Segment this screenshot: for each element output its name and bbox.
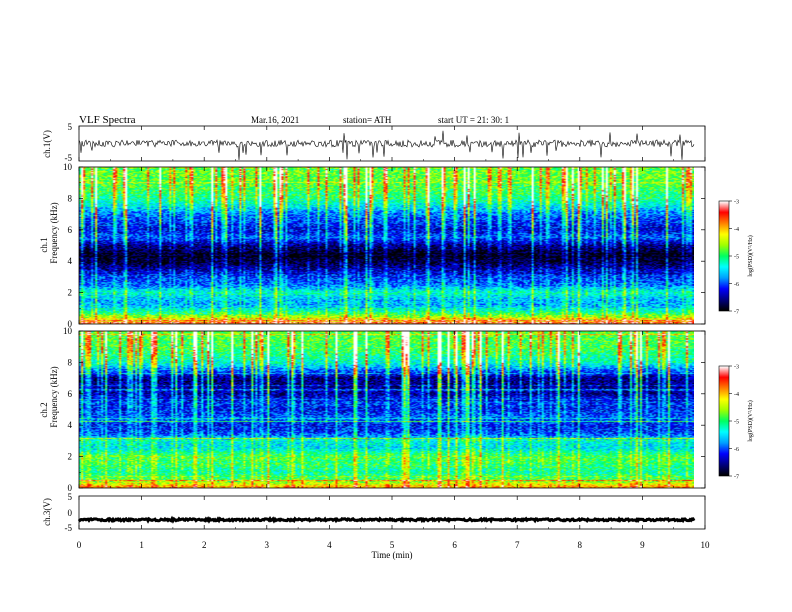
- x-tick-label-5: 5: [390, 540, 395, 550]
- y-tick-label-8: 8: [68, 193, 73, 203]
- colorbar-tick-label--3: -3: [734, 365, 739, 371]
- ch3-ytick-0: 0: [68, 508, 73, 518]
- ch1-colorbar-label: log(PSD)(V²/Hz): [747, 235, 754, 276]
- ch2-spectrogram-heatmap: [79, 331, 694, 488]
- start-time-label: start UT = 21: 30: 1: [438, 115, 509, 125]
- ch2-colorbar: [719, 366, 729, 476]
- colorbar-tick-label--7: -7: [734, 310, 739, 316]
- y-tick-label-0: 0: [68, 319, 73, 329]
- ch1-waveform-line: [78, 130, 695, 161]
- ch1-ytick-5: 5: [68, 122, 73, 132]
- y-tick-label-10: 10: [63, 162, 73, 172]
- ch1-spectrogram-heatmap: [79, 167, 694, 324]
- ch3-ytick-5: 5: [68, 492, 73, 502]
- x-tick-label-4: 4: [327, 540, 332, 550]
- colorbar-tick-label--7: -7: [734, 475, 739, 481]
- x-tick-label-1: 1: [139, 540, 144, 550]
- colorbar-tick-label--4: -4: [734, 392, 739, 398]
- y-tick-label-2: 2: [68, 288, 73, 298]
- ch1-colorbar: [719, 201, 729, 311]
- colorbar-tick-label--6: -6: [734, 447, 739, 453]
- ch1-ytick-neg5: -5: [65, 153, 73, 163]
- y-tick-label-6: 6: [68, 389, 73, 399]
- colorbar-tick-label--5: -5: [734, 255, 739, 261]
- ch3-ytick-neg5: -5: [65, 523, 73, 533]
- x-tick-label-3: 3: [265, 540, 270, 550]
- x-tick-label-8: 8: [578, 540, 583, 550]
- x-tick-label-9: 9: [640, 540, 645, 550]
- y-tick-label-8: 8: [68, 357, 73, 367]
- time-axis-label: Time (min): [372, 550, 413, 560]
- y-tick-label-10: 10: [63, 326, 73, 336]
- y-tick-label-6: 6: [68, 225, 73, 235]
- ch2-spectrogram-ylabel: Frequency (kHz): [49, 366, 59, 427]
- colorbar-tick-label--5: -5: [734, 420, 739, 426]
- y-tick-label-4: 4: [68, 256, 73, 266]
- time-axis: 0 1 2 3 4 5 6 7 8 9 10: [77, 126, 710, 550]
- x-tick-label-0: 0: [77, 540, 82, 550]
- colorbar-tick-label--6: -6: [734, 282, 739, 288]
- ch1-spectrogram-channel-label: ch.1: [39, 237, 49, 252]
- ch2-spectrogram-channel-label: ch.2: [39, 402, 49, 417]
- colorbar-tick-label--3: -3: [734, 200, 739, 206]
- ch3-waveform-line: [77, 515, 696, 524]
- colorbar-tick-label--4: -4: [734, 227, 739, 233]
- y-tick-label-2: 2: [68, 452, 73, 462]
- y-tick-label-4: 4: [68, 420, 73, 430]
- ch1-spectrogram-ylabel: Frequency (kHz): [49, 202, 59, 263]
- x-tick-label-2: 2: [202, 540, 207, 550]
- x-tick-label-10: 10: [701, 540, 711, 550]
- x-tick-label-6: 6: [452, 540, 457, 550]
- date-label: Mar.16, 2021: [251, 115, 299, 125]
- ch3-waveform-frame: [78, 495, 706, 530]
- ch3-ylabel: ch.3(V): [42, 498, 52, 526]
- chart-title: VLF Spectra: [79, 114, 136, 126]
- x-tick-label-7: 7: [515, 540, 520, 550]
- y-tick-label-0: 0: [68, 483, 73, 493]
- ch2-colorbar-label: log(PSD)(V²/Hz): [747, 400, 754, 441]
- ch1-ylabel: ch.1(V): [42, 130, 52, 158]
- station-label: station= ATH: [343, 115, 392, 125]
